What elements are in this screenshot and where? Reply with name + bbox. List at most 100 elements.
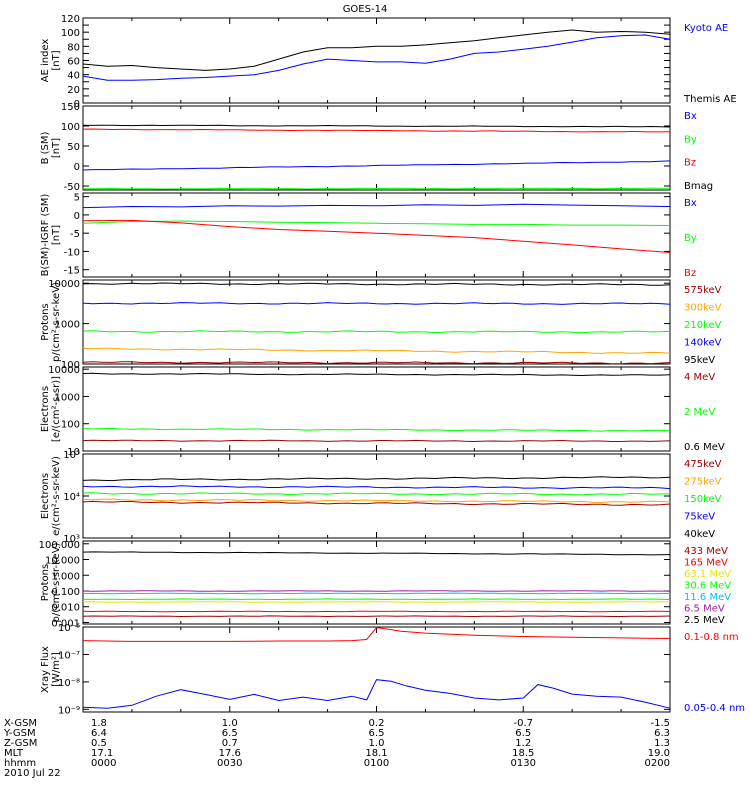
y-tick-label: 0 — [74, 99, 80, 110]
legend-150kev: 150keV — [684, 494, 722, 505]
footer-value: 6.3 — [654, 728, 670, 739]
legend-bx: Bx — [684, 111, 697, 122]
footer-value: 1.0 — [369, 738, 385, 749]
series-line-30-6-mev — [82, 598, 671, 601]
legend-300kev: 300keV — [684, 303, 722, 314]
y-tick-label: 120 — [61, 14, 80, 25]
legend-140kev: 140keV — [684, 338, 722, 349]
series-line-63-1-mev — [82, 601, 671, 603]
legend-by: By — [684, 134, 697, 145]
series-line-4-mev — [82, 439, 671, 443]
series-line-kyoto-ae — [82, 34, 671, 81]
panel-electrons2: 10³ 10⁴ 10⁵ Electrons e/(cm²-s-sr-keV) 475keV… — [40, 450, 722, 545]
legend-30-6-mev: 30.6 MeV — [684, 581, 731, 592]
y-axis-label: [nT] — [51, 225, 62, 245]
legend-by: By — [684, 233, 697, 244]
series-line-bx — [82, 160, 671, 171]
y-tick-label: 100 — [61, 28, 80, 39]
series-line-2-5-mev — [82, 551, 671, 556]
y-tick-label: 100 — [61, 420, 80, 431]
footer-value: 18.5 — [512, 748, 534, 759]
y-tick-label: 1.000 — [51, 571, 80, 582]
y-axis-label: Protons — [40, 303, 51, 340]
y-tick-label: 10⁻⁸ — [58, 678, 80, 689]
panel-protons1: 100 1000 10000 Protons p/(cm²-s-sr-keV) 575ke… — [40, 279, 722, 371]
y-axis-label: [e/(cm²-s-sr)] — [51, 376, 62, 442]
footer-value: 18.1 — [365, 748, 387, 759]
legend-bz: Bz — [684, 268, 696, 279]
y-tick-label: 10⁴ — [63, 492, 80, 503]
series-line-bz — [82, 128, 671, 133]
legend-210kev: 210keV — [684, 320, 722, 331]
y-tick-label: 100.000 — [39, 540, 80, 551]
y-tick-label: 50 — [67, 142, 80, 153]
footer-value: 0130 — [511, 758, 536, 769]
legend-bx: Bx — [684, 198, 697, 209]
footer-value: 0100 — [364, 758, 389, 769]
series-line-300kev — [82, 347, 671, 354]
legend-2-mev: 2 MeV — [684, 407, 715, 418]
series-line-95kev — [82, 282, 671, 286]
footer-value: -1.5 — [650, 718, 670, 729]
footer-value: 6.4 — [91, 728, 107, 739]
legend-0-05-0-4-nm: 0.05-0.4 nm — [684, 703, 745, 714]
date-label: 2010 Jul 22 — [4, 768, 61, 779]
panel-ae: 0 20 40 60 80 100 120 AE index [nT] Kyoto AE Themi… — [40, 14, 737, 110]
y-tick-label: 150 — [61, 102, 80, 113]
series-line-6-5-mev — [82, 590, 671, 592]
series-line-11-6-mev — [82, 592, 671, 595]
series-line-475kev — [82, 500, 671, 506]
footer-value: 0.7 — [222, 738, 238, 749]
series-line-bmag — [82, 124, 671, 128]
footer-value: 0.5 — [91, 738, 107, 749]
y-tick-label: 0 — [74, 211, 80, 222]
series-line-165-mev — [82, 610, 671, 613]
footer-value: 1.8 — [91, 718, 107, 729]
legend-275kev: 275keV — [684, 477, 722, 488]
y-tick-label: -50 — [64, 182, 80, 193]
y-tick-label: 10⁵ — [63, 450, 80, 461]
footer-value: 19.0 — [648, 748, 670, 759]
footer-row-name: MLT — [4, 748, 24, 759]
y-axis-label: AE index — [40, 39, 51, 83]
panel-xray: 10⁻⁹ 10⁻⁸ 10⁻⁷ 10⁻⁶ Xray Flux [W/m²] 0.1-0.8 n… — [40, 623, 745, 716]
footer-value: 6.5 — [222, 728, 238, 739]
y-tick-label: 1000 — [55, 392, 80, 403]
series-line-themis-ae — [82, 29, 671, 71]
y-tick-label: 1000 — [55, 320, 80, 331]
panel-frame — [82, 105, 671, 191]
series-line-0-1-0-8-nm — [82, 627, 671, 642]
y-tick-label: 100 — [61, 360, 80, 371]
legend-kyoto-ae: Kyoto AE — [684, 23, 728, 34]
y-tick-label: 10000 — [48, 365, 80, 376]
footer-value: 1.2 — [515, 738, 531, 749]
footer-value: 0.2 — [369, 718, 385, 729]
footer-value: -0.7 — [513, 718, 533, 729]
series-line-40kev — [82, 476, 671, 482]
series-line-by — [82, 187, 671, 190]
y-axis-label: Protons — [40, 564, 51, 601]
footer-row-name: hhmm — [4, 758, 36, 769]
legend-0-1-0-8-nm: 0.1-0.8 nm — [684, 632, 739, 643]
y-tick-label: 5 — [74, 193, 80, 204]
panel-protons2: 0.001 0.010 0.100 1.000 10.000 100.000 Protons… — [39, 540, 732, 630]
y-tick-label: 40 — [67, 71, 80, 82]
y-axis-label: [nT] — [51, 50, 62, 70]
footer-value: 0000 — [91, 758, 116, 769]
series-line-by — [82, 220, 671, 226]
y-axis-label: p/(cm²-s-sr-keV) — [51, 282, 62, 362]
legend-0-6-mev: 0.6 MeV — [684, 442, 725, 453]
legend-75kev: 75keV — [684, 512, 715, 523]
y-tick-label: 20 — [67, 85, 80, 96]
y-tick-label: 10 — [67, 447, 80, 458]
footer-value: 17.6 — [219, 748, 241, 759]
y-tick-label: 0 — [74, 162, 80, 173]
footer-value: 0030 — [217, 758, 242, 769]
panel-frame — [82, 626, 671, 713]
legend-63-1-mev: 63.1 MeV — [684, 569, 731, 580]
y-axis-label: e/(cm²-s-sr-keV) — [51, 456, 62, 536]
y-tick-label: 100 — [61, 122, 80, 133]
legend-2-5-mev: 2.5 MeV — [684, 615, 725, 626]
series-line-2-mev — [82, 427, 671, 432]
